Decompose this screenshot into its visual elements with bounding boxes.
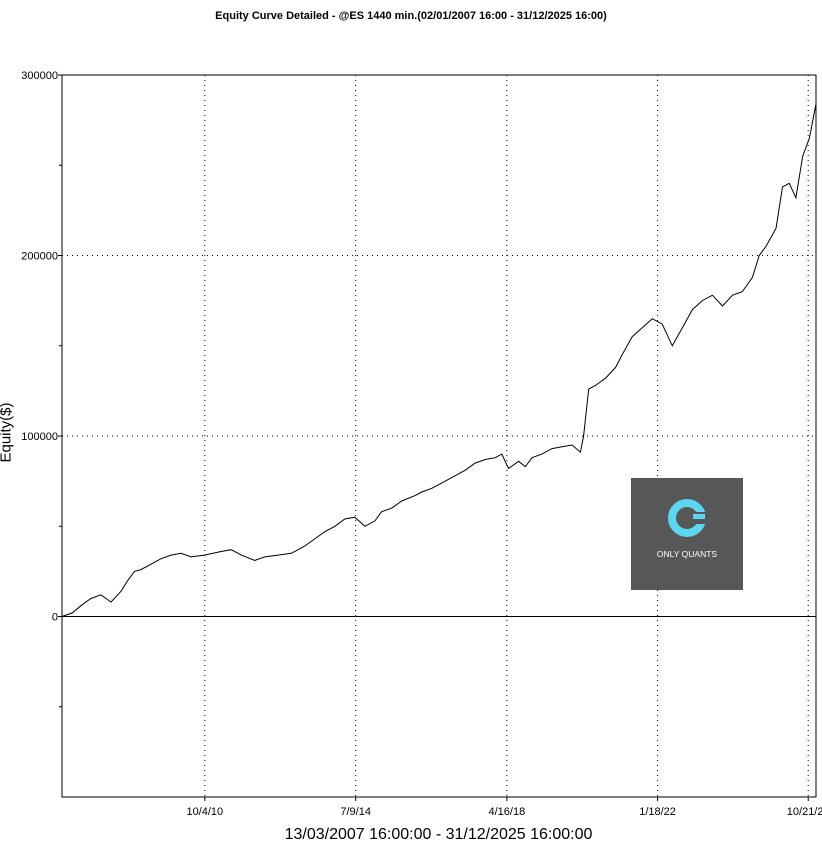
x-axis-label: 13/03/2007 16:00:00 - 31/12/2025 16:00:0… <box>284 826 593 843</box>
logo-text: ONLY QUANTS <box>656 549 718 559</box>
axes: 10/4/10 7/9/14 4/16/18 1/18/22 10/21/25 30000… <box>21 70 822 818</box>
only-quants-logo: ONLY QUANTS <box>631 478 743 590</box>
y-tick-label: 0 <box>52 612 58 624</box>
y-tick-label: 200000 <box>21 251 58 263</box>
y-tick-label: 300000 <box>21 70 58 82</box>
y-axis-label: Equity($) <box>0 402 15 463</box>
x-tick-label: 10/21/25 <box>787 806 822 818</box>
logo-ring-icon <box>668 499 709 537</box>
x-tick-label: 7/9/14 <box>340 806 371 818</box>
x-tick-label: 10/4/10 <box>186 806 223 818</box>
y-tick-label: 100000 <box>21 431 58 443</box>
x-tick-label: 4/16/18 <box>488 806 525 818</box>
grid-lines <box>62 74 816 797</box>
equity-curve-line <box>61 103 817 617</box>
chart-title: Equity Curve Detailed - @ES 1440 min.(02… <box>215 10 607 22</box>
x-tick-label: 1/18/22 <box>639 806 676 818</box>
